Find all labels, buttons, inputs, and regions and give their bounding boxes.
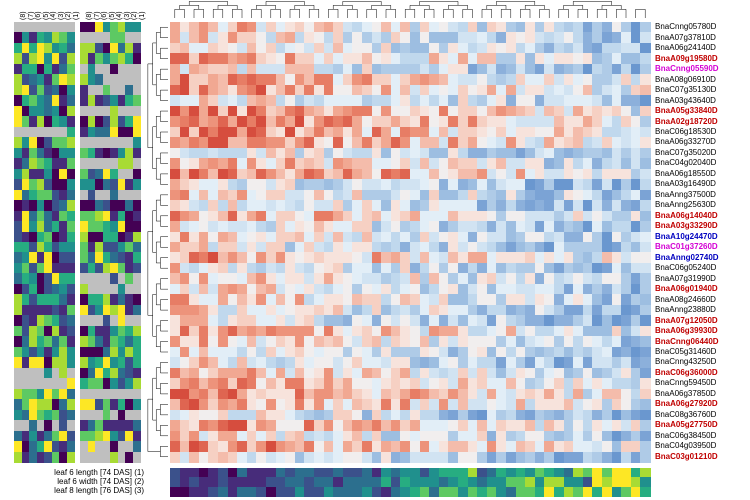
left-col-num: (8) [86, 11, 93, 20]
row-label: BnaCnng05780D [655, 22, 716, 32]
row-label: BnaC01g37260D [655, 242, 718, 252]
row-label: BnaC06g38450D [655, 431, 716, 441]
row-label: BnaA07g31990D [655, 274, 716, 284]
row-label: BnaA06g37850D [655, 389, 716, 399]
row-label: BnaC04g02040D [655, 158, 716, 168]
row-label: BnaC06g18530D [655, 127, 716, 137]
main-heat-cell [640, 452, 651, 464]
row-label: BnaA06g24140D [655, 43, 716, 53]
row-label: BnaA03g43640D [655, 96, 716, 106]
left-col-num: (4) [116, 11, 123, 20]
row-label: BnaCnng06440D [655, 337, 719, 347]
row-label: BnaAnng02740D [655, 253, 719, 263]
row-label: BnaCnng43250D [655, 357, 716, 367]
row-label: BnaA09g19580D [655, 54, 718, 64]
row-label: BnaA06g39930D [655, 326, 718, 336]
row-label: BnaA05g27750D [655, 420, 718, 430]
left-col-num: (4) [50, 11, 57, 20]
left-dendrogram [146, 22, 168, 462]
left-col-num: (5) [43, 11, 50, 20]
left-heat-cell [67, 452, 76, 464]
left-col-num: (2) [65, 11, 72, 20]
left-col-num: (1) [73, 11, 80, 20]
legend-label: leaf 6 length [74 DAS] (1) [14, 468, 144, 477]
row-label: BnaC04g03950D [655, 441, 716, 451]
row-label: BnaCnng59450D [655, 378, 716, 388]
row-label: BnaA06g14040D [655, 211, 718, 221]
left-col-num: (8) [20, 11, 27, 20]
left-heat-cell [133, 452, 142, 464]
top-dendrogram [170, 0, 650, 18]
row-label: BnaA07g37810D [655, 33, 716, 43]
left-col-num: (2) [131, 11, 138, 20]
row-label: BnaC07g35130D [655, 85, 716, 95]
row-label: BnaC06g36000D [655, 368, 718, 378]
row-label: BnaAnng37500D [655, 190, 716, 200]
left-col-num: (3) [58, 11, 65, 20]
left-col-num: (7) [94, 11, 101, 20]
row-label: BnaA08g06910D [655, 75, 716, 85]
row-label: BnaA03g16490D [655, 179, 716, 189]
row-label: BnaA06g27920D [655, 399, 718, 409]
left-col-num: (7) [28, 11, 35, 20]
row-label: BnaA07g12050D [655, 316, 718, 326]
row-label: BnaC03g01210D [655, 452, 718, 462]
row-label: BnaA02g18720D [655, 117, 718, 127]
row-label: BnaA06g01940D [655, 284, 718, 294]
row-label: BnaA05g33840D [655, 106, 718, 116]
row-label: BnaAnng25630D [655, 200, 716, 210]
row-label: BnaA06g33270D [655, 137, 716, 147]
legend-label: leaf 8 length [76 DAS] (3) [14, 486, 144, 495]
row-label: BnaC08g36760D [655, 410, 716, 420]
row-label: BnaA10g24470D [655, 232, 718, 242]
row-label: BnaA08g24660D [655, 295, 716, 305]
row-label: BnaA03g33290D [655, 221, 718, 231]
row-label: BnaAnng23880D [655, 305, 716, 315]
row-label: BnaCnng05590D [655, 64, 719, 74]
left-col-num: (1) [139, 11, 146, 20]
bottom-bar-cell [640, 487, 651, 498]
row-label: BnaC06g05240D [655, 263, 716, 273]
row-label: BnaC05g31460D [655, 347, 716, 357]
left-col-num: (6) [35, 11, 42, 20]
row-label: BnaA06g18550D [655, 169, 716, 179]
row-label: BnaC07g35020D [655, 148, 716, 158]
left-col-num: (6) [101, 11, 108, 20]
legend-label: leaf 6 width [74 DAS] (2) [14, 477, 144, 486]
left-col-num: (5) [109, 11, 116, 20]
left-col-num: (3) [124, 11, 131, 20]
